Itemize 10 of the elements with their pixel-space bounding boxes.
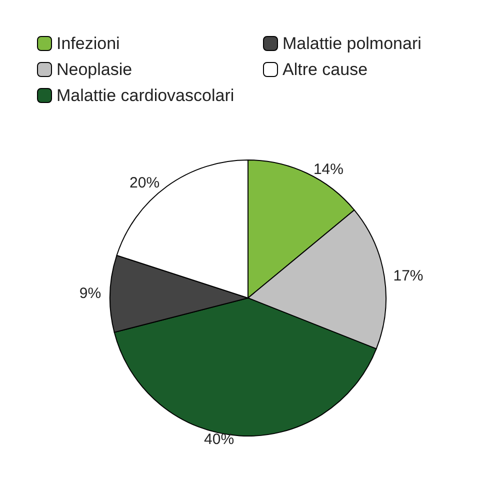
data-label: 20% bbox=[130, 174, 160, 192]
data-label: 17% bbox=[393, 267, 424, 284]
data-label: 14% bbox=[313, 161, 344, 178]
legend-label: Malattie cardiovascolari bbox=[56, 86, 234, 105]
legend-label: Altre cause bbox=[282, 60, 368, 79]
legend-label: Neoplasie bbox=[56, 60, 132, 79]
legend-label: Infezioni bbox=[56, 34, 120, 53]
data-label: 40% bbox=[204, 431, 234, 448]
data-label: 9% bbox=[79, 285, 102, 302]
legend-label: Malattie polmonari bbox=[282, 34, 422, 53]
